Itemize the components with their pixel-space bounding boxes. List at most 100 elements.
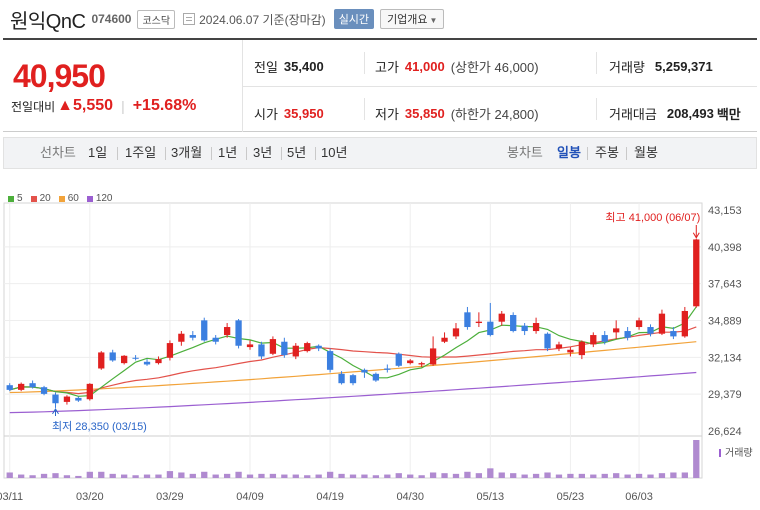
volume-bar — [155, 474, 162, 478]
high-arrow-head — [692, 232, 700, 239]
volume-bar — [212, 474, 219, 478]
x-tick-label: 05/13 — [477, 491, 505, 503]
volume-bar — [498, 472, 505, 478]
legend-label: 120 — [95, 193, 113, 204]
volume-label: 거래량 — [725, 447, 753, 459]
realtime-button[interactable]: 실시간 — [333, 9, 375, 29]
y-tick-label: 32,134 — [708, 352, 742, 364]
volume-bar — [613, 473, 620, 478]
volume-bar — [201, 471, 208, 478]
company-info-label: 기업개요 — [387, 14, 428, 26]
legend-swatch — [58, 195, 65, 202]
tab-1w[interactable]: 1주일 — [125, 145, 157, 160]
volume-bar — [475, 473, 483, 478]
legend-item: 120 — [86, 193, 113, 204]
divider — [165, 147, 166, 160]
x-tick-label: 03/11 — [0, 491, 23, 503]
candle-body — [304, 343, 311, 352]
tab-10y[interactable]: 10년 — [321, 145, 348, 160]
volume-bar — [395, 473, 402, 478]
candle-body — [361, 369, 368, 373]
amount-value: 208,493 — [666, 105, 714, 121]
legend-swatch — [30, 195, 37, 202]
volume-bar — [464, 471, 471, 478]
volume-bar — [18, 474, 25, 478]
candle-body — [75, 397, 82, 401]
volume-bar — [29, 475, 36, 478]
candle-body — [555, 344, 563, 349]
volume-label: 거래량 — [609, 59, 645, 75]
y-tick-label: 37,643 — [708, 279, 742, 291]
candle-body — [510, 314, 517, 332]
volume-bar — [292, 474, 299, 478]
volume-bar — [681, 472, 688, 478]
candle-body — [349, 375, 357, 384]
tab-5y[interactable]: 5년 — [287, 145, 307, 160]
candle-body — [681, 310, 688, 337]
volume-bar — [624, 474, 631, 478]
volume-bar — [567, 473, 574, 478]
tab-3y[interactable]: 3년 — [253, 145, 273, 160]
x-tick-label: 04/09 — [236, 491, 264, 503]
volume-bar — [86, 471, 93, 478]
legend-item: 60 — [58, 193, 79, 204]
candle-body — [52, 394, 59, 404]
volume-bar — [235, 471, 242, 478]
high-label: 고가 — [375, 59, 399, 75]
high-value: 41,000 — [404, 58, 445, 74]
volume-legend-marker — [719, 449, 721, 457]
candle-body — [40, 387, 48, 394]
candle-body — [544, 333, 551, 349]
volume-bar — [635, 473, 643, 478]
volume-bar — [109, 473, 116, 478]
stock-name[interactable]: 원익QnC — [10, 10, 86, 33]
candle-body — [384, 368, 391, 370]
volume-bar — [510, 473, 517, 478]
candle-body — [121, 355, 128, 364]
volume-bar — [544, 472, 551, 478]
tab-1y[interactable]: 1년 — [218, 145, 238, 160]
candle-body — [281, 341, 288, 356]
volume-bar — [578, 473, 585, 478]
volume-bar — [178, 472, 185, 478]
candle-body — [635, 320, 643, 328]
volume-bar — [349, 474, 357, 478]
high-annotation: 최고 41,000 (06/07) — [605, 211, 700, 224]
amount-unit: 백만 — [716, 106, 741, 122]
candle-body — [429, 348, 437, 365]
volume-value: 5,259,371 — [654, 58, 713, 74]
legend-label: 60 — [67, 193, 79, 204]
volume-bar — [269, 473, 277, 478]
divider — [364, 52, 365, 74]
upper-limit: (상한가 46,000) — [450, 59, 539, 75]
low-arrow-head — [52, 407, 59, 415]
legend-label: 20 — [39, 193, 51, 204]
prev-close: 전일 35,400 — [254, 56, 324, 76]
tab-1d[interactable]: 1일 — [88, 145, 108, 160]
tab-weekly[interactable]: 주봉 — [595, 145, 619, 160]
candle-body — [292, 345, 299, 357]
candle-body — [407, 360, 414, 364]
current-price: 40,950 — [13, 58, 106, 94]
tab-monthly[interactable]: 월봉 — [634, 145, 658, 160]
volume-bar — [658, 473, 666, 478]
volume-bar — [121, 474, 128, 478]
candle-body — [212, 337, 219, 342]
divider — [587, 147, 588, 160]
legend-swatch — [8, 195, 14, 202]
candle-body — [487, 321, 494, 336]
candle-body — [109, 352, 116, 361]
tab-3m[interactable]: 3개월 — [171, 145, 203, 160]
legend-item: 20 — [30, 193, 51, 204]
candle-body — [395, 353, 402, 366]
candle-body — [201, 320, 208, 341]
tab-daily[interactable]: 일봉 — [557, 145, 581, 160]
volume-bar — [281, 474, 288, 478]
price-change: 전일대비 ▲ 5,550 | +15.68% — [11, 97, 196, 115]
x-tick-label: 03/29 — [156, 491, 184, 503]
company-info-button[interactable]: 기업개요 ▼ — [380, 9, 445, 29]
open-price: 시가 35,950 — [254, 103, 324, 123]
volume-bar — [189, 473, 196, 478]
candle-body — [63, 396, 71, 402]
